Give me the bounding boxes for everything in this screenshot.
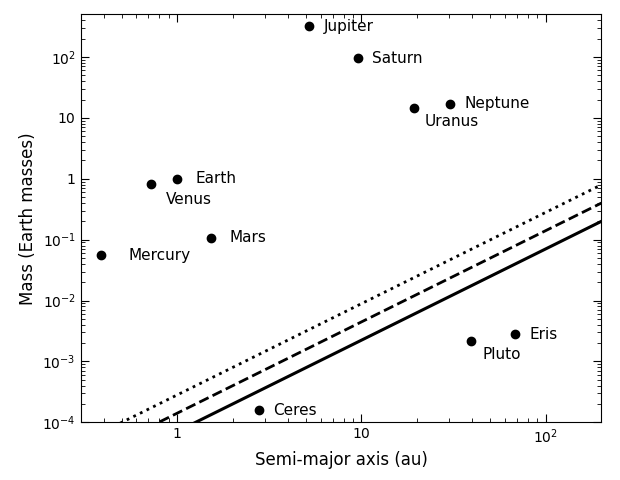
Text: Uranus: Uranus bbox=[425, 114, 479, 129]
Text: Pluto: Pluto bbox=[482, 347, 521, 362]
X-axis label: Semi-major axis (au): Semi-major axis (au) bbox=[255, 451, 427, 469]
Text: Venus: Venus bbox=[166, 192, 212, 207]
Text: Eris: Eris bbox=[529, 327, 557, 342]
Text: Jupiter: Jupiter bbox=[324, 19, 374, 34]
Y-axis label: Mass (Earth masses): Mass (Earth masses) bbox=[19, 132, 37, 305]
Text: Neptune: Neptune bbox=[464, 96, 529, 111]
Text: Mercury: Mercury bbox=[129, 248, 191, 263]
Text: Earth: Earth bbox=[195, 171, 236, 186]
Text: Mars: Mars bbox=[229, 230, 266, 245]
Text: Saturn: Saturn bbox=[373, 51, 423, 66]
Text: Ceres: Ceres bbox=[273, 403, 317, 418]
